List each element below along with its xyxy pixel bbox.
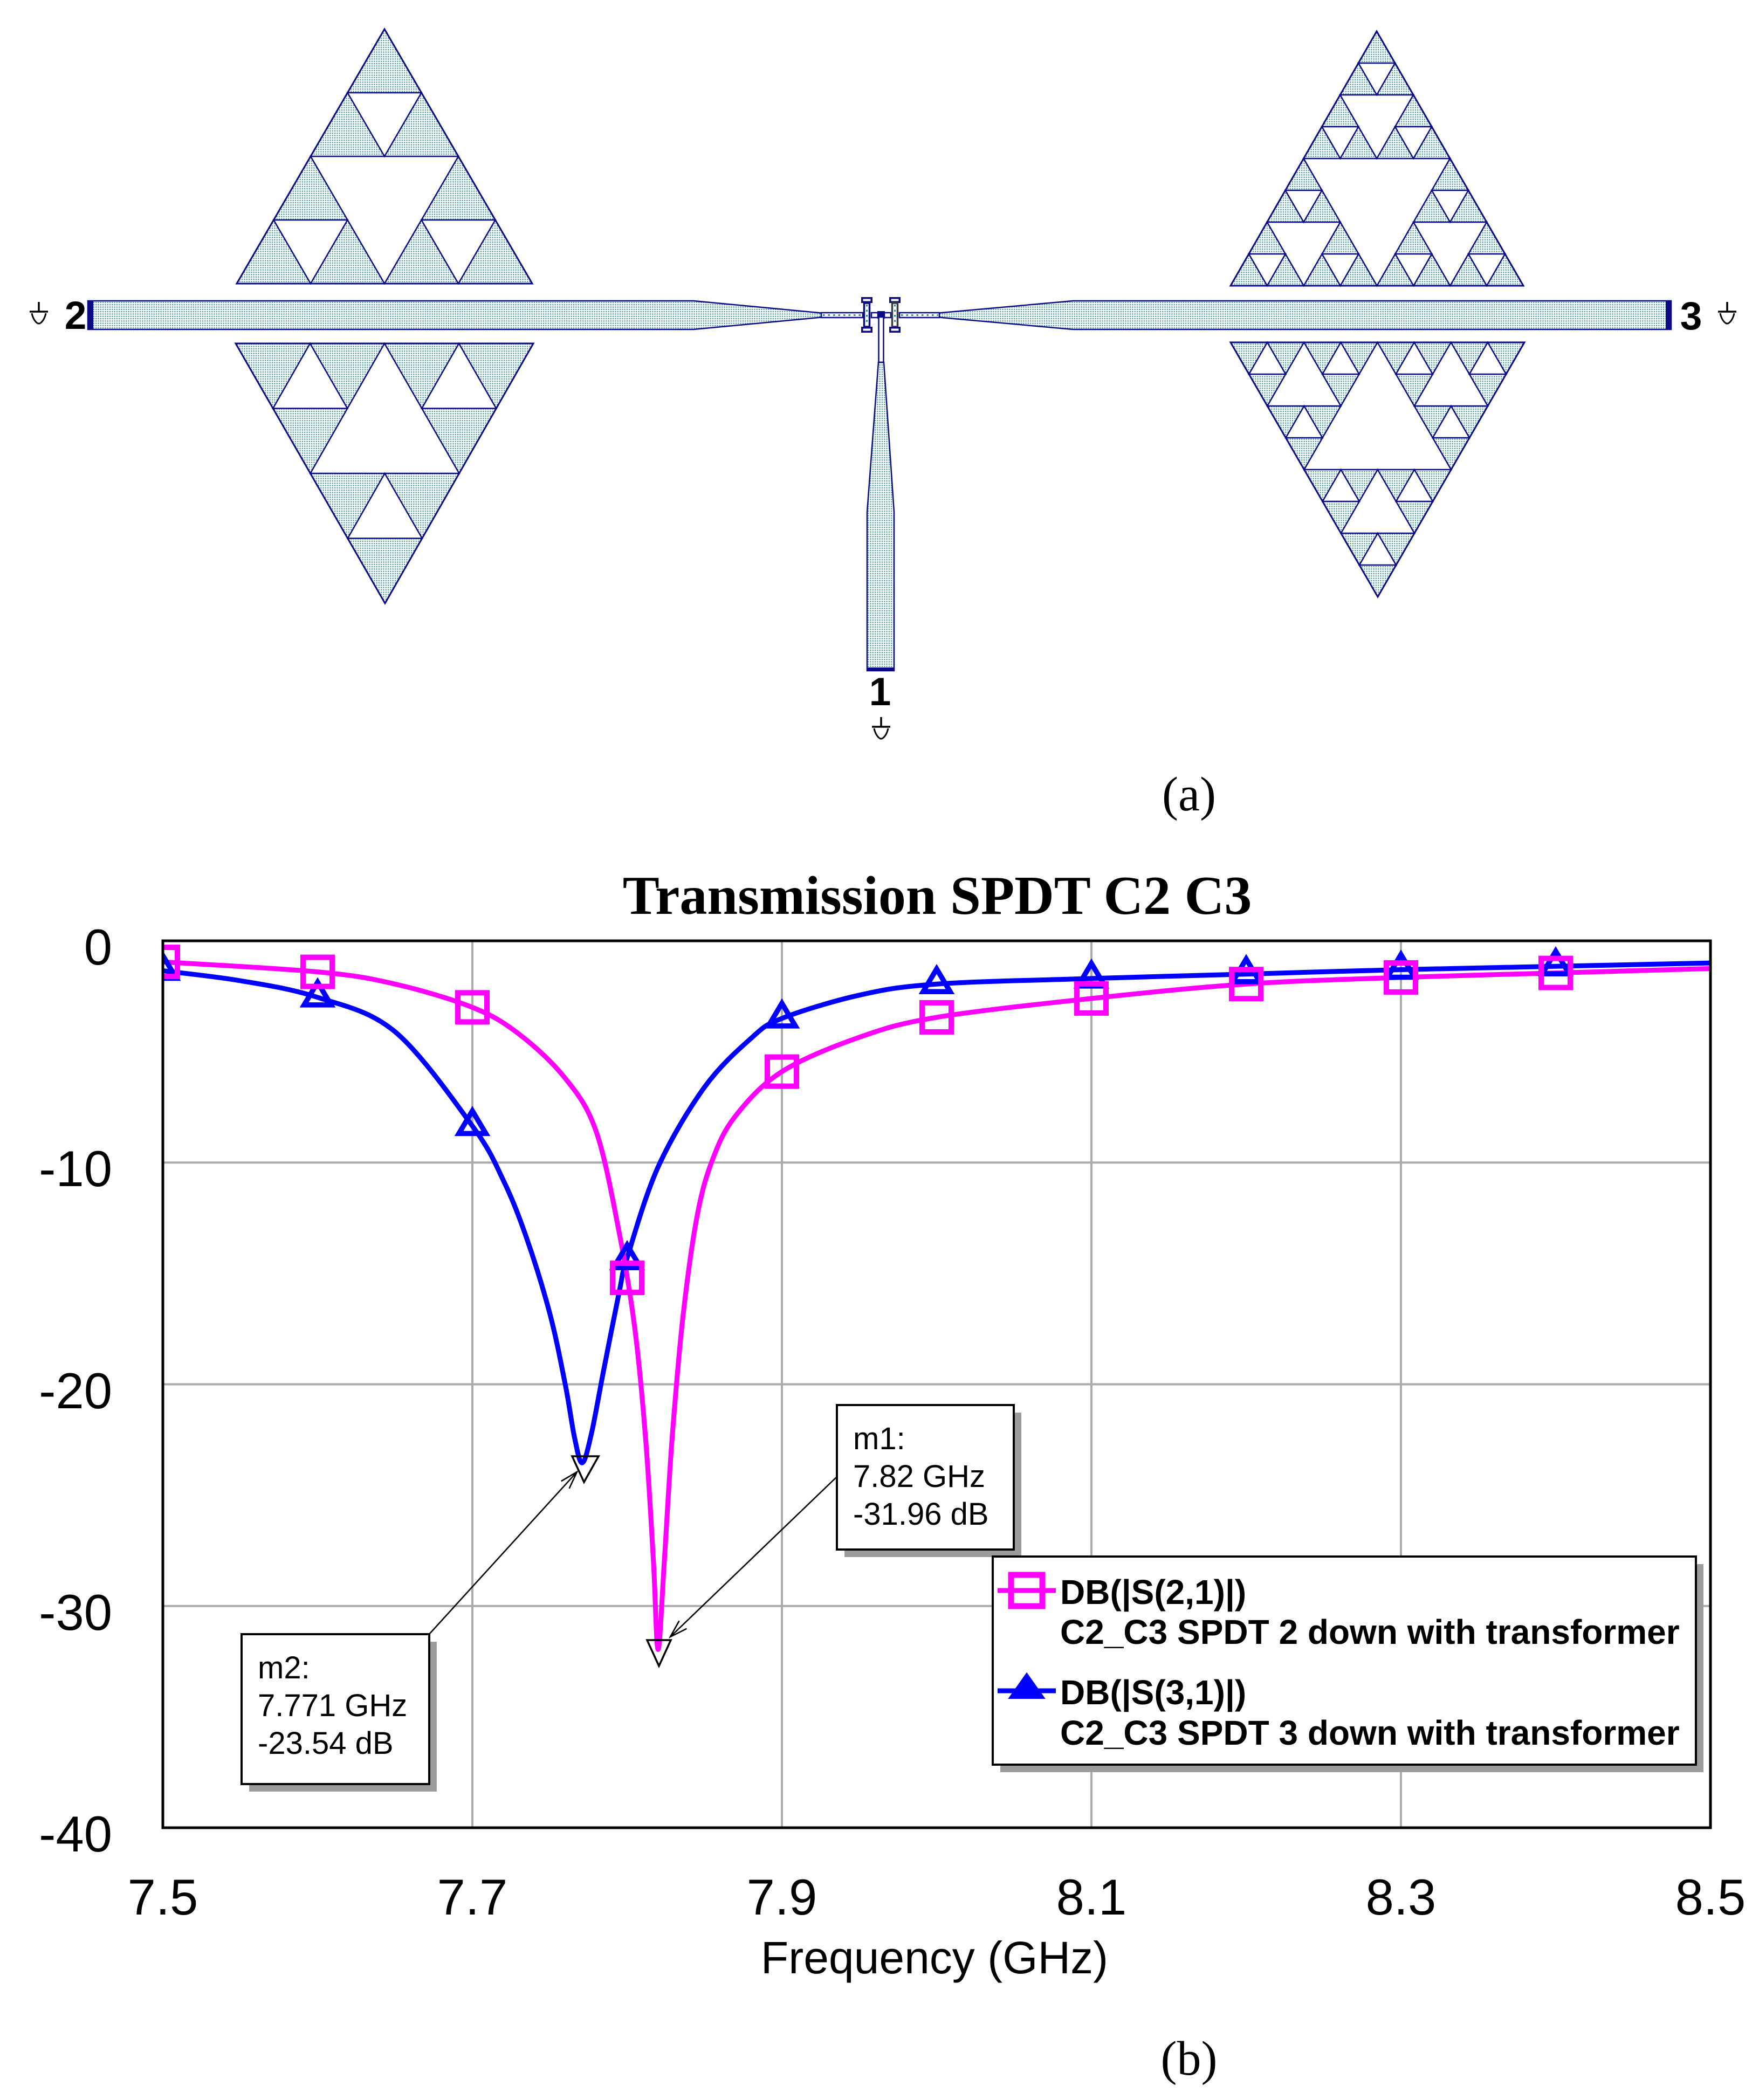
svg-text:C2_C3 SPDT 2 down with transfo: C2_C3 SPDT 2 down with transformer [1060, 1613, 1680, 1651]
svg-text:Transmission SPDT C2 C3: Transmission SPDT C2 C3 [623, 865, 1252, 926]
svg-text:7.771 GHz: 7.771 GHz [258, 1688, 407, 1723]
svg-text:DB(|S(2,1)|): DB(|S(2,1)|) [1060, 1573, 1246, 1612]
svg-text:8.3: 8.3 [1366, 1869, 1437, 1925]
svg-text:Frequency (GHz): Frequency (GHz) [761, 1932, 1108, 1983]
svg-text:(b): (b) [1161, 2032, 1218, 2085]
svg-text:-10: -10 [39, 1140, 112, 1197]
svg-text:-20: -20 [39, 1362, 112, 1419]
svg-text:1: 1 [869, 670, 891, 714]
svg-text:8.5: 8.5 [1675, 1869, 1746, 1925]
svg-text:-30: -30 [39, 1584, 112, 1641]
svg-text:DB(|S(3,1)|): DB(|S(3,1)|) [1060, 1673, 1246, 1712]
svg-text:0: 0 [84, 919, 112, 975]
svg-text:7.7: 7.7 [437, 1869, 508, 1925]
svg-text:m1:: m1: [853, 1421, 905, 1456]
svg-text:-31.96 dB: -31.96 dB [853, 1497, 989, 1532]
svg-text:C2_C3 SPDT 3 down with transfo: C2_C3 SPDT 3 down with transformer [1060, 1713, 1680, 1752]
svg-text:7.9: 7.9 [747, 1869, 817, 1925]
svg-text:2: 2 [65, 294, 87, 338]
svg-text:3: 3 [1680, 294, 1702, 338]
svg-text:m2:: m2: [258, 1650, 310, 1685]
svg-text:8.1: 8.1 [1056, 1869, 1127, 1925]
svg-text:7.5: 7.5 [128, 1869, 198, 1925]
svg-text:7.82 GHz: 7.82 GHz [853, 1459, 985, 1494]
svg-text:-40: -40 [39, 1806, 112, 1862]
svg-text:(a): (a) [1162, 768, 1216, 821]
svg-text:-23.54 dB: -23.54 dB [258, 1726, 394, 1761]
